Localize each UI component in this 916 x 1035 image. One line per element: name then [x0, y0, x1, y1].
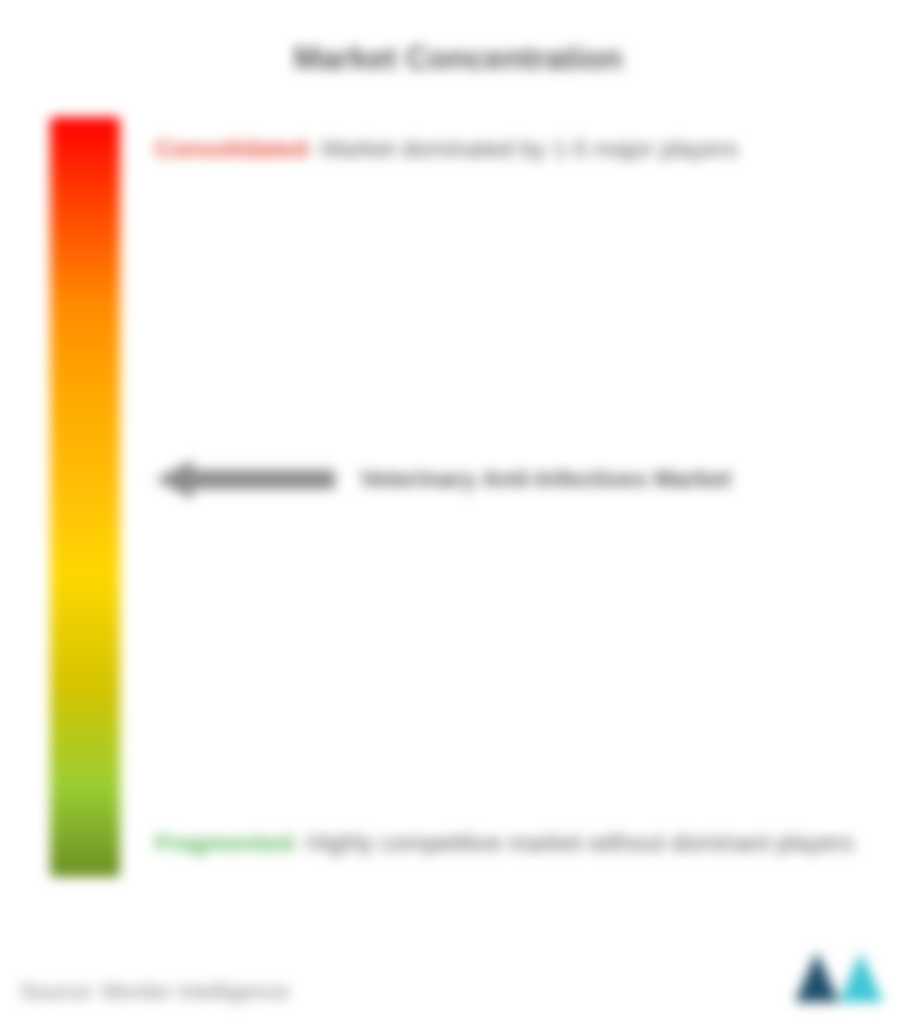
- fragmented-highlight: Fragmented: [155, 830, 292, 857]
- labels-column: Consolidated- Market dominated by 1-5 ma…: [120, 117, 896, 897]
- market-pointer-block: Veterinary Anti-Infectives Market: [155, 457, 731, 502]
- content-wrapper: Consolidated- Market dominated by 1-5 ma…: [20, 117, 896, 897]
- fragmented-text: Fragmented- Highly competitive market wi…: [155, 821, 876, 867]
- consolidated-text: Consolidated- Market dominated by 1-5 ma…: [155, 127, 876, 173]
- consolidated-label-block: Consolidated- Market dominated by 1-5 ma…: [155, 127, 876, 173]
- chart-title: Market Concentration: [20, 40, 896, 77]
- concentration-gradient-bar: [50, 117, 120, 877]
- fragmented-label-block: Fragmented- Highly competitive market wi…: [155, 821, 876, 867]
- consolidated-highlight: Consolidated: [155, 136, 307, 163]
- source-attribution: Source: Mordor Intelligence: [20, 979, 289, 1005]
- fragmented-description: - Highly competitive market without domi…: [292, 830, 854, 857]
- consolidated-description: - Market dominated by 1-5 major players: [307, 136, 738, 163]
- infographic-container: Market Concentration Consolidated- Marke…: [0, 0, 916, 1035]
- arrow-left-icon: [155, 457, 335, 502]
- market-name-label: Veterinary Anti-Infectives Market: [360, 466, 731, 494]
- mordor-logo-icon: [791, 940, 891, 1010]
